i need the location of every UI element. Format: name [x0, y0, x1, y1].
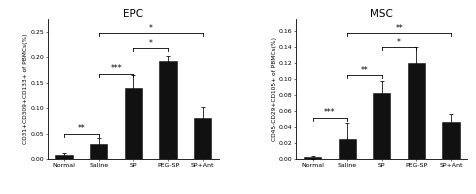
Bar — [303, 158, 320, 159]
Title: EPC: EPC — [123, 9, 143, 19]
Bar — [90, 144, 107, 159]
Y-axis label: CD45-CD29+CD105+ of PBMCs(%): CD45-CD29+CD105+ of PBMCs(%) — [271, 37, 276, 141]
Bar — [55, 155, 73, 159]
Text: **: ** — [395, 23, 402, 33]
Bar — [372, 93, 390, 159]
Text: ***: *** — [110, 64, 121, 73]
Bar — [194, 119, 211, 159]
Bar — [338, 139, 355, 159]
Text: *: * — [397, 38, 400, 47]
Text: *: * — [149, 39, 152, 48]
Bar — [124, 88, 142, 159]
Text: *: * — [149, 24, 152, 33]
Text: ***: *** — [323, 108, 335, 117]
Y-axis label: CD31+CD309+CD133+ of PBMCs(%): CD31+CD309+CD133+ of PBMCs(%) — [23, 34, 29, 145]
Text: **: ** — [78, 124, 85, 133]
Title: MSC: MSC — [369, 9, 392, 19]
Bar — [407, 63, 424, 159]
Bar — [441, 122, 459, 159]
Text: **: ** — [360, 66, 367, 75]
Bar — [159, 61, 176, 159]
